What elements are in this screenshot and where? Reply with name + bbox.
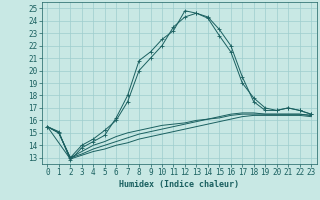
X-axis label: Humidex (Indice chaleur): Humidex (Indice chaleur)	[119, 180, 239, 189]
